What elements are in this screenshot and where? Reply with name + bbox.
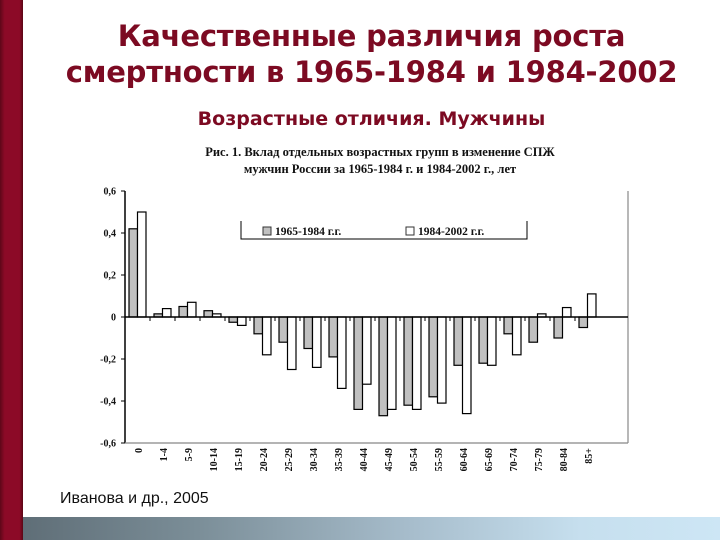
bar-1965-1984-5-9 [178, 305, 189, 318]
y-tick-label: -0,4 [100, 397, 116, 408]
bar-1965-1984-25-29 [278, 316, 289, 343]
x-tick-label: 40-44 [359, 448, 370, 471]
legend-label-0: 1965-1984 г.г. [275, 226, 341, 238]
x-tick-label: 25-29 [284, 448, 295, 471]
bar-1984-2002-30-34 [311, 316, 322, 369]
x-tick-label: 20-24 [259, 448, 270, 471]
bar-1965-1984-65-69 [478, 316, 489, 364]
bar-1965-1984-0 [128, 228, 139, 318]
y-tick-label: -0,2 [100, 355, 116, 366]
x-tick-label: 15-19 [234, 448, 245, 471]
citation: Иванова и др., 2005 [60, 490, 209, 507]
bar-1965-1984-60-64 [453, 316, 464, 366]
bar-1984-2002-15-19 [236, 316, 247, 326]
y-tick-label: 0,6 [104, 187, 117, 198]
legend-frame [240, 221, 528, 240]
x-tick-label: 75-79 [534, 448, 545, 471]
x-tick-label: 80-84 [559, 448, 570, 471]
legend-swatch-0 [262, 226, 272, 236]
legend-swatch-1 [405, 226, 415, 236]
bar-1984-2002-85+ [586, 293, 597, 318]
x-tick-label: 85+ [584, 448, 595, 464]
chart-title: Рис. 1. Вклад отдельных возрастных групп… [120, 144, 640, 178]
bar-1984-2002-45-49 [386, 316, 397, 411]
y-tick-label: 0 [111, 313, 116, 324]
bar-1965-1984-75-79 [528, 316, 539, 343]
bar-1965-1984-55-59 [428, 316, 439, 398]
bar-1965-1984-50-54 [403, 316, 414, 406]
x-tick-label: 1-4 [159, 448, 170, 461]
bar-1984-2002-0 [136, 211, 147, 318]
bar-1965-1984-10-14 [203, 310, 214, 318]
bar-1965-1984-20-24 [253, 316, 264, 335]
bar-1965-1984-70-74 [503, 316, 514, 335]
x-tick-label: 65-69 [484, 448, 495, 471]
bar-1984-2002-80-84 [561, 306, 572, 318]
chart-legend: 1965-1984 г.г. 1984-2002 г.г. [240, 221, 528, 240]
x-tick-label: 50-54 [409, 448, 420, 471]
bottom-gradient-band [23, 517, 720, 540]
bar-1984-2002-55-59 [436, 316, 447, 404]
legend-label-1: 1984-2002 г.г. [418, 226, 484, 238]
x-tick-label: 30-34 [309, 448, 320, 471]
x-tick-label: 10-14 [209, 448, 220, 471]
y-tick-label: 0,2 [104, 271, 117, 282]
x-tick-label: 0 [134, 448, 145, 453]
x-tick-label: 45-49 [384, 448, 395, 471]
x-tick-label: 70-74 [509, 448, 520, 471]
bar-1965-1984-45-49 [378, 316, 389, 417]
x-tick-label: 55-59 [434, 448, 445, 471]
slide-title-line2: смертности в 1965-1984 и 1984-2002 [65, 55, 678, 89]
left-accent-bar [0, 0, 23, 540]
bar-1984-2002-35-39 [336, 316, 347, 390]
chart-title-line1: Рис. 1. Вклад отдельных возрастных групп… [205, 145, 555, 159]
bar-1965-1984-30-34 [303, 316, 314, 350]
bar-1984-2002-1-4 [161, 308, 172, 318]
bar-1984-2002-5-9 [186, 301, 197, 318]
y-tick-label: 0,4 [104, 229, 117, 240]
bar-1965-1984-85+ [578, 316, 589, 329]
bar-1984-2002-60-64 [461, 316, 472, 415]
slide-title: Качественные различия роста смертности в… [23, 18, 720, 90]
bar-1984-2002-20-24 [261, 316, 272, 356]
bar-1965-1984-15-19 [228, 316, 239, 323]
bar-1984-2002-50-54 [411, 316, 422, 411]
slide-subtitle: Возрастные отличия. Мужчины [197, 108, 546, 130]
bar-1984-2002-25-29 [286, 316, 297, 371]
x-tick-label: 5-9 [184, 448, 195, 461]
bar-1965-1984-40-44 [353, 316, 364, 411]
chart-title-line2: мужчин России за 1965-1984 г. и 1984-200… [243, 162, 517, 176]
bar-series-group [128, 211, 597, 417]
y-tick-label: -0,6 [100, 439, 116, 450]
slide-title-line1: Качественные различия роста [117, 19, 626, 53]
x-tick-label: 35-39 [334, 448, 345, 471]
bar-1965-1984-80-84 [553, 316, 564, 339]
bar-1984-2002-40-44 [361, 316, 372, 385]
bar-1965-1984-35-39 [328, 316, 339, 358]
bar-1984-2002-70-74 [511, 316, 522, 356]
chart-axes: 0,6 0,4 0,2 0 -0,2 -0,4 -0,6 0 1-4 5-9 10-14 15-19 2… [100, 187, 629, 471]
bar-1984-2002-65-69 [486, 316, 497, 366]
x-tick-label: 60-64 [459, 448, 470, 471]
